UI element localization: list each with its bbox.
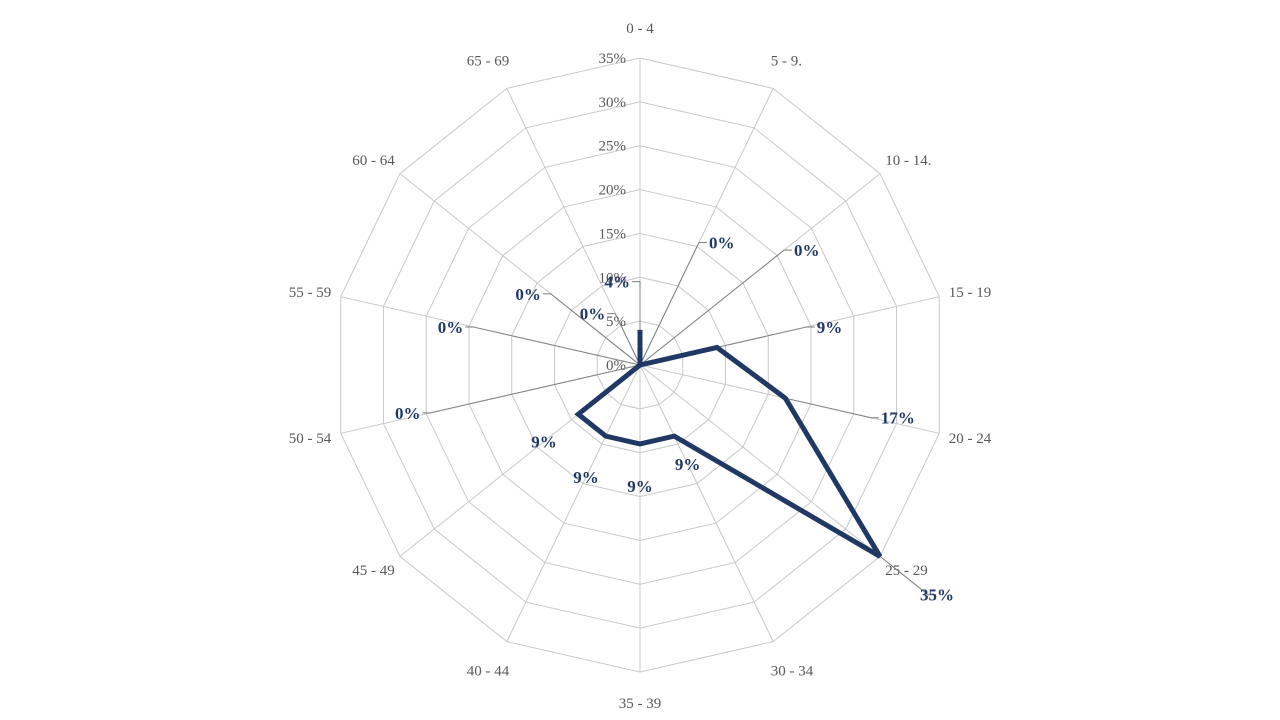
- series-line: [574, 329, 883, 559]
- category-label: 55 - 59: [289, 285, 332, 301]
- tick-label: 20%: [599, 183, 627, 199]
- category-label: 50 - 54: [289, 431, 332, 447]
- tick-label: 10%: [599, 270, 627, 286]
- grid-ring: [382, 101, 898, 629]
- category-label: 45 - 49: [352, 563, 395, 579]
- data-label: 0%: [794, 241, 820, 260]
- leader-line: [465, 326, 641, 366]
- data-label: 0%: [515, 285, 541, 304]
- series-layer: [574, 329, 883, 559]
- leader-line: [607, 313, 641, 366]
- category-label: 15 - 19: [949, 285, 992, 301]
- grid-ring: [340, 57, 940, 673]
- radial-tick-labels: 0% 5% 10% 15% 20% 25% 30% 35%: [599, 51, 627, 374]
- data-label: 9%: [817, 318, 843, 337]
- leader-line: [632, 281, 641, 330]
- leader-line: [639, 242, 707, 366]
- leader-line: [879, 556, 937, 596]
- category-label: 60 - 64: [352, 153, 395, 169]
- leader-line: [542, 293, 641, 366]
- data-label: 35%: [920, 586, 954, 605]
- category-label: 35 - 39: [619, 696, 662, 712]
- tick-label: 30%: [599, 95, 627, 111]
- category-label: 40 - 44: [467, 663, 510, 679]
- leader-line: [639, 249, 793, 366]
- data-label: 9%: [573, 468, 599, 487]
- grid-ring: [468, 189, 812, 541]
- spoke-line: [506, 364, 641, 642]
- grid-ring: [425, 145, 855, 585]
- spoke-line: [639, 364, 881, 557]
- data-label: 9%: [531, 433, 557, 452]
- category-label: 5 - 9.: [771, 54, 802, 70]
- spoke-line: [639, 364, 774, 642]
- category-labels: 0 - 4 5 - 9. 10 - 14. 15 - 19 20 - 24 25 - 29…: [289, 21, 992, 712]
- leader-line: [785, 397, 879, 419]
- grid-ring: [553, 276, 727, 454]
- tick-label: 5%: [606, 314, 626, 330]
- data-label: 0%: [709, 234, 735, 253]
- tick-label: 15%: [599, 226, 627, 242]
- leader-line: [716, 326, 815, 348]
- tick-label: 25%: [599, 139, 627, 155]
- leader-line: [422, 364, 641, 414]
- category-label: 30 - 34: [771, 663, 814, 679]
- category-label: 65 - 69: [467, 54, 510, 70]
- data-labels: 4% 0% 0% 9% 17% 35% 9% 9% 9% 9% 0% 0% 0% 0%: [395, 234, 954, 605]
- data-label-leaders: [422, 242, 937, 596]
- category-label: 10 - 14.: [885, 153, 931, 169]
- data-label: 0%: [395, 404, 421, 423]
- grid-ring: [511, 232, 769, 498]
- grid-ring: [596, 320, 684, 410]
- tick-label: 0%: [606, 358, 626, 374]
- data-label: 0%: [438, 318, 464, 337]
- category-label: 0 - 4: [626, 21, 654, 37]
- data-label: 0%: [580, 305, 606, 324]
- data-label: 9%: [675, 455, 701, 474]
- data-label: 9%: [627, 477, 653, 496]
- category-label: 25 - 29: [885, 563, 928, 579]
- tick-label: 35%: [599, 51, 627, 67]
- data-label: 17%: [881, 409, 915, 428]
- data-label: 4%: [605, 273, 631, 292]
- category-label: 20 - 24: [949, 431, 992, 447]
